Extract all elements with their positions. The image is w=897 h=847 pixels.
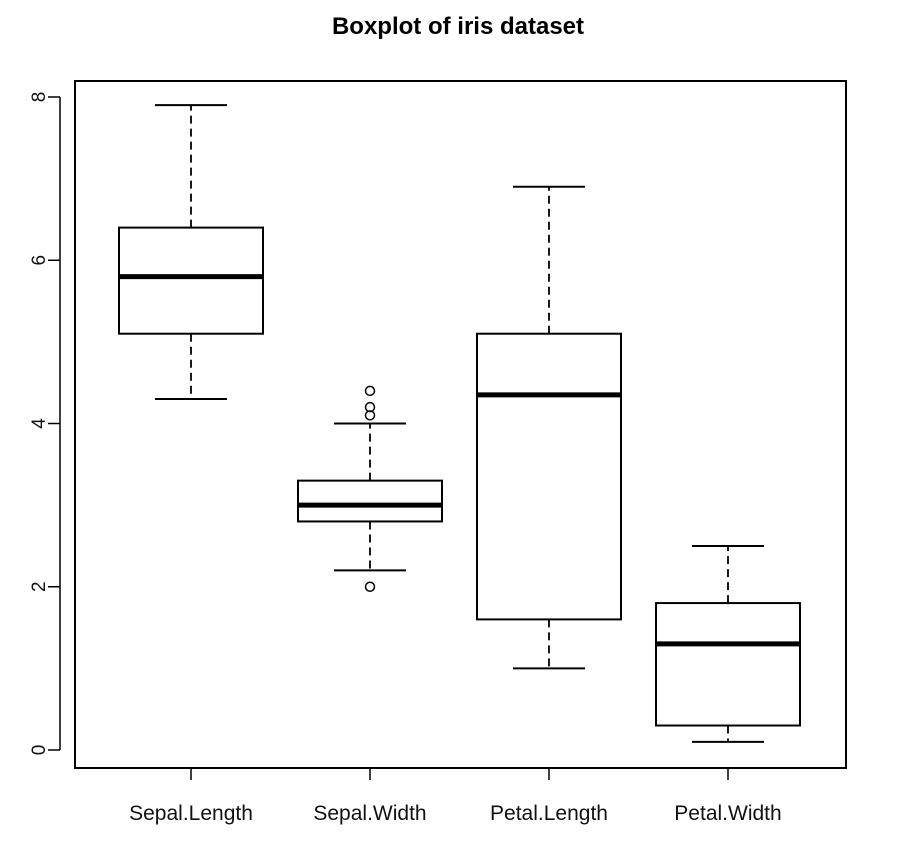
outlier-point (364, 385, 376, 397)
y-tick-label: 8 (29, 92, 50, 103)
x-tick-label: Petal.Width (674, 802, 781, 825)
plot-frame (74, 80, 847, 769)
y-tick-label: 6 (29, 255, 50, 266)
boxes-layer (118, 104, 801, 743)
outlier-point (364, 581, 376, 592)
y-tick-label: 2 (29, 581, 50, 592)
y-axis: 0 2 4 6 8 (29, 92, 61, 756)
x-tick-label: Sepal.Width (313, 802, 426, 825)
x-axis: Sepal.Length Sepal.Width Petal.Length Petal… (129, 768, 782, 825)
box-group (297, 385, 443, 592)
x-tick-label: Petal.Length (490, 802, 608, 825)
iqr-box (655, 602, 801, 727)
iqr-box (118, 226, 264, 335)
y-tick-label: 0 (29, 745, 50, 756)
box-group (655, 544, 801, 743)
outlier-point (364, 410, 376, 421)
box-group (476, 185, 622, 670)
box-group (118, 104, 264, 401)
outlier-point (364, 401, 376, 413)
y-tick-label: 4 (29, 418, 50, 429)
chart-title: Boxplot of iris dataset (332, 13, 584, 40)
iqr-box (297, 479, 443, 523)
iqr-box (476, 332, 622, 621)
x-tick-label: Sepal.Length (129, 802, 253, 825)
